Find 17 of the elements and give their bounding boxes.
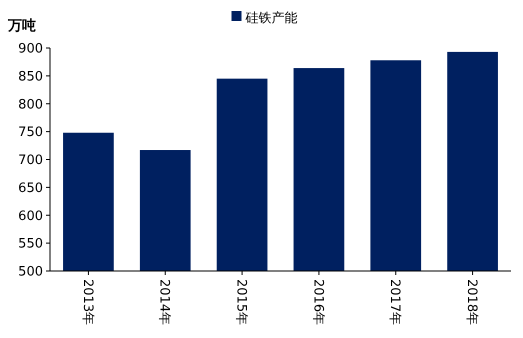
y-tick-label: 500 xyxy=(18,264,43,280)
x-tick-label: 2018年 xyxy=(464,279,480,326)
y-tick-label: 600 xyxy=(18,208,43,224)
x-tick-label: 2016年 xyxy=(310,279,326,326)
y-tick-label: 750 xyxy=(18,125,43,140)
x-tick-label: 2017年 xyxy=(387,279,402,326)
y-tick-label: 700 xyxy=(18,153,43,168)
y-tick-label: 850 xyxy=(18,69,43,84)
x-tick-label: 2015年 xyxy=(234,279,249,326)
legend-label: 硅铁产能 xyxy=(244,11,298,26)
y-tick-label: 550 xyxy=(18,236,43,252)
y-axis-title: 万吨 xyxy=(7,18,36,34)
y-tick-label: 900 xyxy=(18,42,43,57)
x-tick-label: 2014年 xyxy=(156,279,172,326)
x-tick-label: 2013年 xyxy=(80,279,95,326)
y-tick-label: 800 xyxy=(18,97,43,112)
y-tick-label: 650 xyxy=(18,180,43,196)
